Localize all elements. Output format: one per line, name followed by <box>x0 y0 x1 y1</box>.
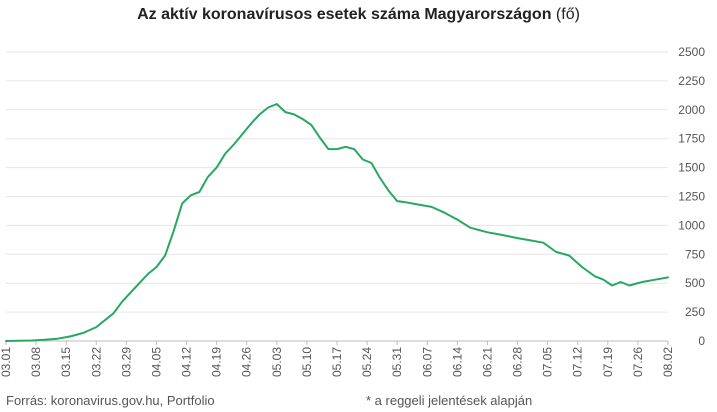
x-tick-label-03.01: 03.01 <box>0 347 13 377</box>
y-tick-label-2250: 2250 <box>678 74 705 88</box>
footnote: * a reggeli jelentések alapján <box>366 393 533 408</box>
x-tick-label-05.17: 05.17 <box>330 347 344 377</box>
x-tick-label-06.07: 06.07 <box>420 347 434 377</box>
x-tick-label-04.05: 04.05 <box>149 347 163 377</box>
x-tick-label-04.19: 04.19 <box>210 347 224 377</box>
y-tick-label-1250: 1250 <box>678 190 705 204</box>
chart-title: Az aktív koronavírusos esetek száma Magy… <box>0 6 717 24</box>
x-tick-label-07.19: 07.19 <box>601 347 615 377</box>
x-tick-label-06.28: 06.28 <box>511 347 525 377</box>
x-tick-label-07.26: 07.26 <box>631 347 645 377</box>
series-line-0 <box>5 103 669 342</box>
x-tick-label-05.31: 05.31 <box>390 347 404 377</box>
x-tick-label-03.15: 03.15 <box>59 347 73 377</box>
x-tick-label-07.12: 07.12 <box>571 347 585 377</box>
x-tick-label-07.05: 07.05 <box>541 347 555 377</box>
x-tick-label-04.26: 04.26 <box>240 347 254 377</box>
x-tick-label-05.24: 05.24 <box>360 347 374 377</box>
x-tick-label-04.12: 04.12 <box>180 347 194 377</box>
x-tick-label-03.08: 03.08 <box>29 347 43 377</box>
y-tick-label-250: 250 <box>685 305 705 319</box>
x-tick-label-06.21: 06.21 <box>480 347 494 377</box>
y-tick-label-1500: 1500 <box>678 161 705 175</box>
y-tick-label-1750: 1750 <box>678 132 705 146</box>
y-tick-label-1000: 1000 <box>678 218 705 232</box>
x-tick-label-06.14: 06.14 <box>450 347 464 377</box>
y-tick-label-2500: 2500 <box>678 45 705 59</box>
x-tick-label-03.29: 03.29 <box>119 347 133 377</box>
y-tick-label-500: 500 <box>685 276 705 290</box>
chart-title-unit: (fő) <box>555 6 580 23</box>
y-tick-label-750: 750 <box>685 247 705 261</box>
x-tick-label-03.22: 03.22 <box>89 347 103 377</box>
chart-title-main: Az aktív koronavírusos esetek száma Magy… <box>137 6 552 23</box>
x-tick-label-08.02: 08.02 <box>661 347 675 377</box>
x-tick-label-05.10: 05.10 <box>300 347 314 377</box>
y-tick-label-2000: 2000 <box>678 103 705 117</box>
y-tick-label-0: 0 <box>698 334 705 348</box>
x-tick-label-05.03: 05.03 <box>270 347 284 377</box>
source-note: Forrás: koronavirus.gov.hu, Portfolio <box>6 393 215 408</box>
